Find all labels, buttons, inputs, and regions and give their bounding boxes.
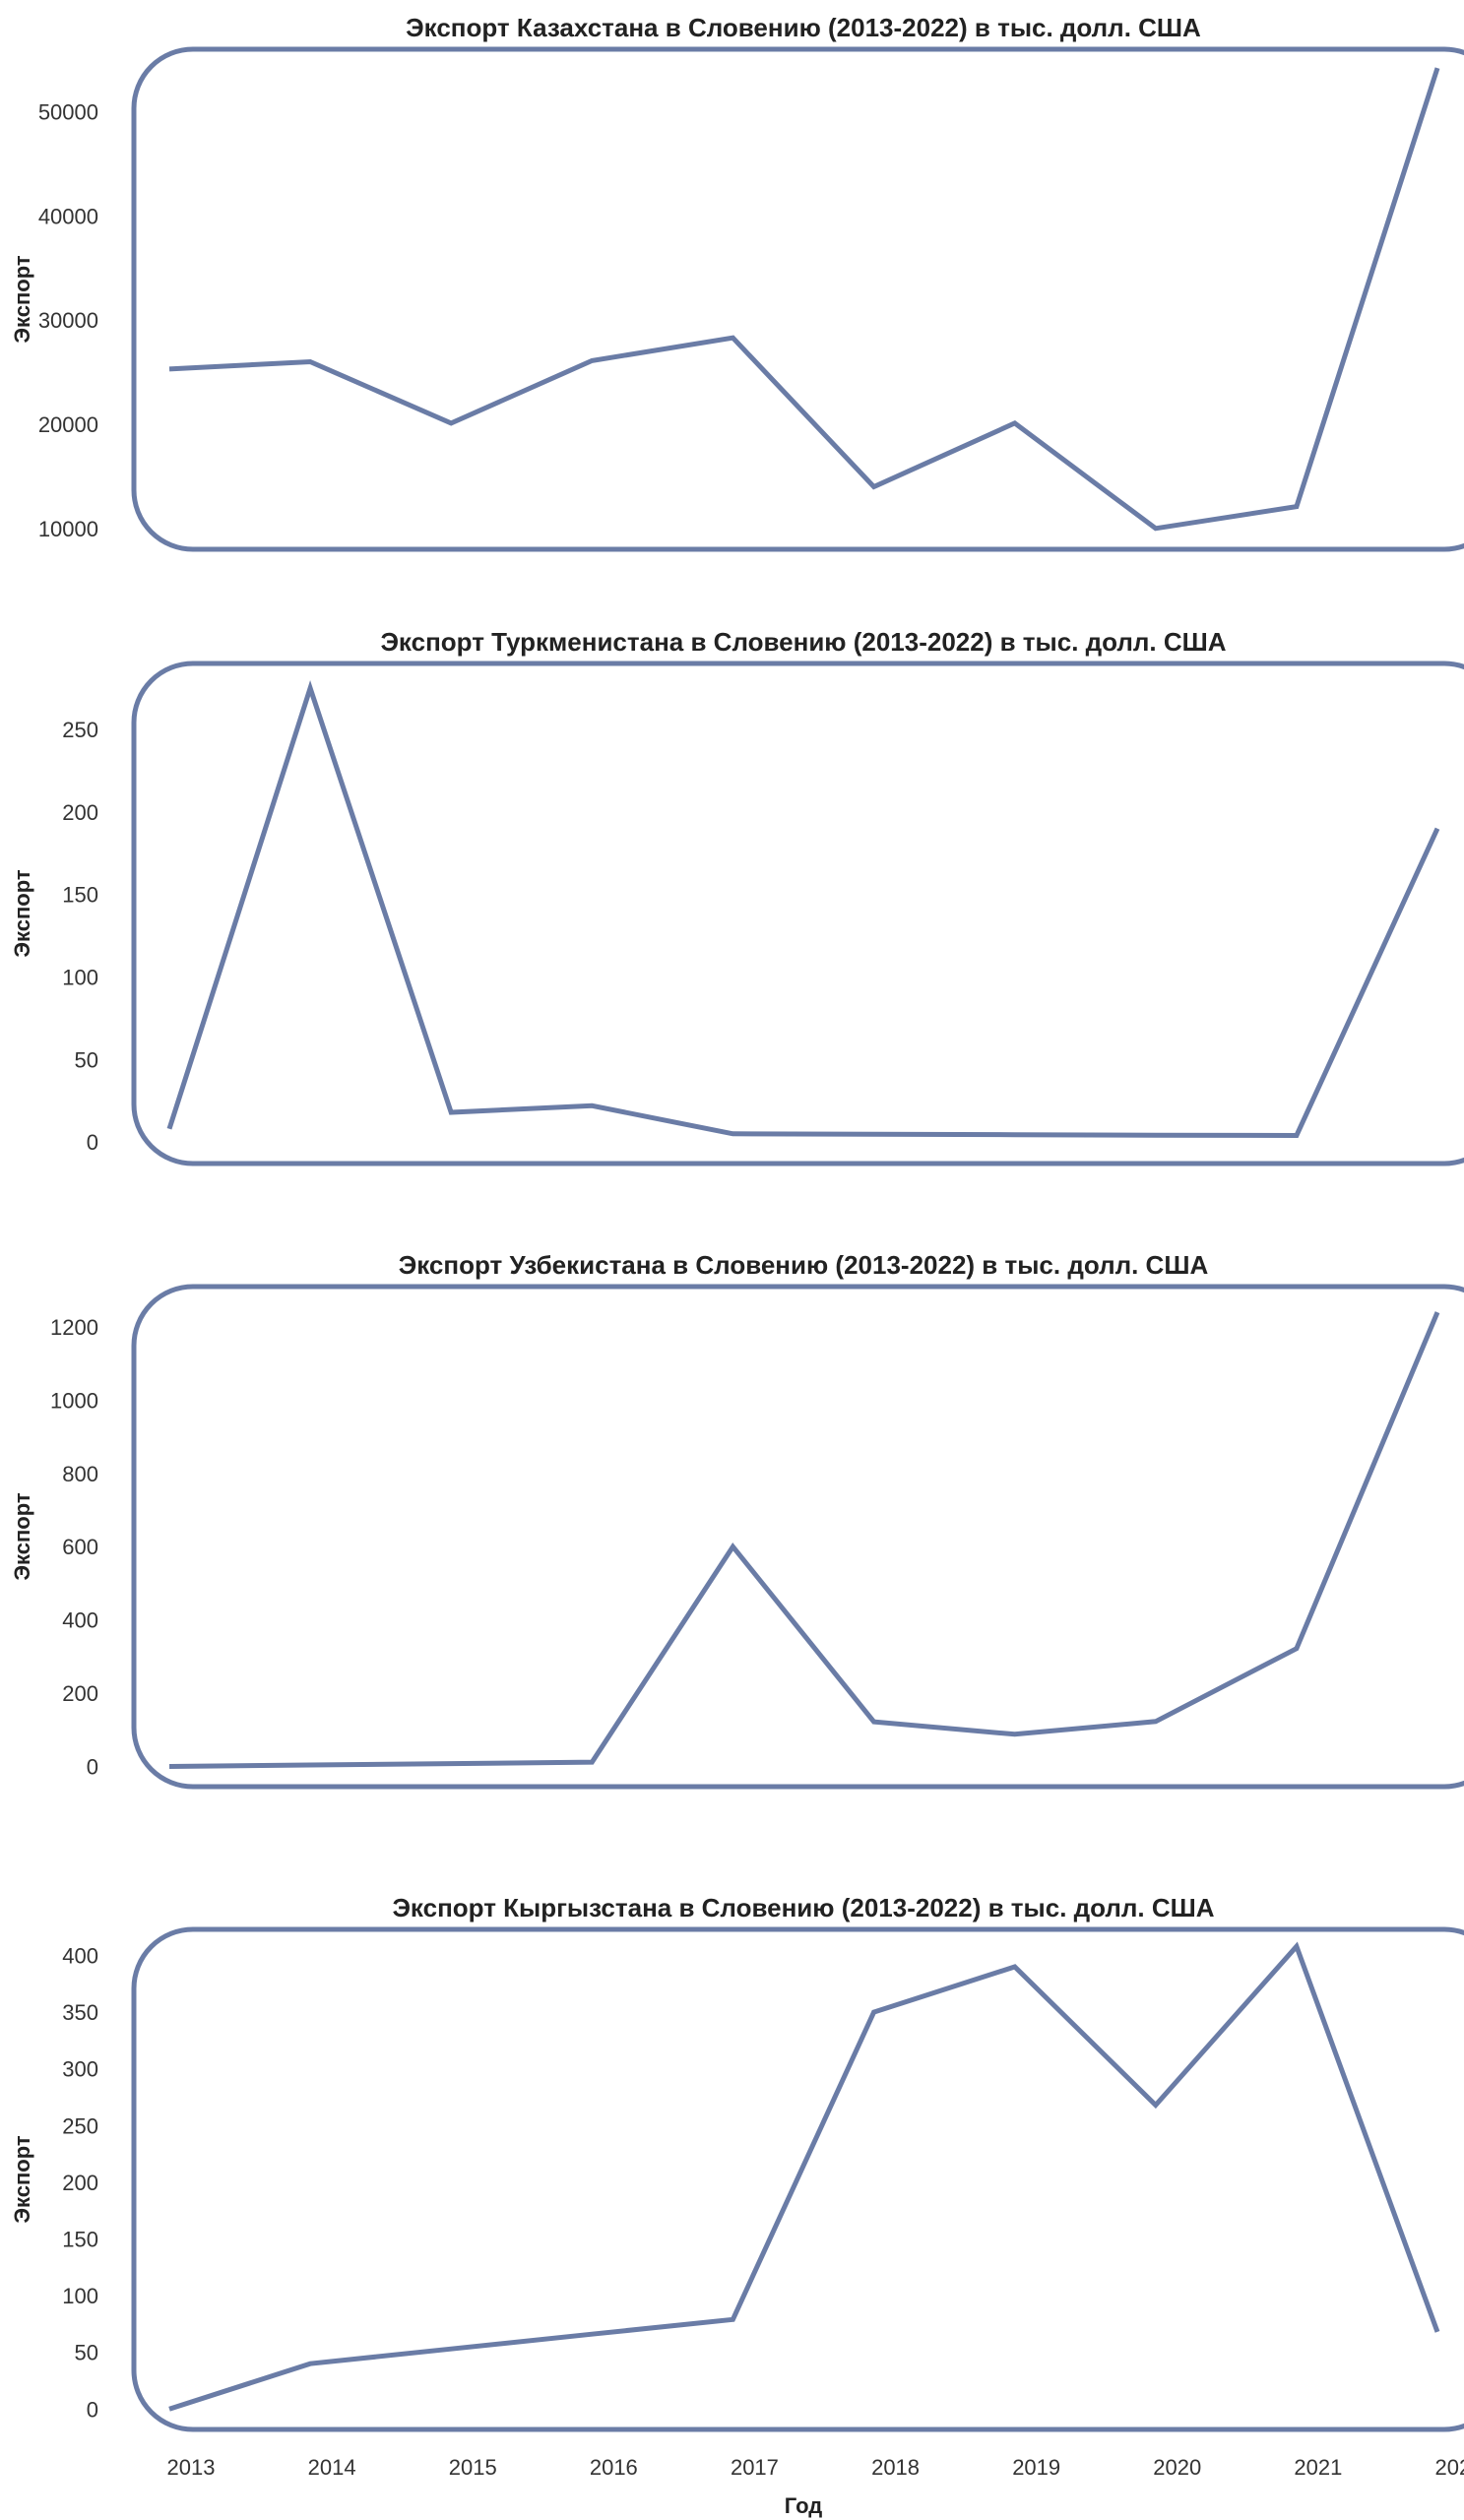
chart-2-title: Экспорт Туркменистана в Словению (2013-2…	[380, 627, 1226, 657]
chart-3-point-2021	[1294, 1646, 1300, 1652]
chart-3-ytick-5: 1000	[50, 1388, 98, 1413]
chart-2-point-2014	[307, 685, 313, 691]
chart-1-point-2019	[1012, 420, 1018, 426]
chart-1-point-2014	[307, 359, 313, 365]
chart-4-xtick-3: 2016	[590, 2455, 638, 2480]
chart-4-ytick-5: 250	[62, 2113, 98, 2138]
chart-4-point-2017	[730, 2316, 735, 2322]
chart-4-xtick-9: 2022	[1435, 2455, 1464, 2480]
chart-1-point-2022	[1434, 65, 1440, 71]
chart-2-ytick-4: 200	[62, 800, 98, 825]
chart-1-point-2018	[871, 484, 877, 490]
chart-4-point-2022	[1434, 2329, 1440, 2335]
chart-2-point-2013	[166, 1126, 172, 1132]
chart-4-ytick-4: 200	[62, 2171, 98, 2195]
chart-2-ylabel: Экспорт	[10, 869, 34, 957]
chart-4-point-2015	[448, 2346, 454, 2352]
chart-1-point-2016	[589, 357, 595, 363]
chart-4-ytick-7: 350	[62, 2000, 98, 2025]
chart-3-point-2018	[871, 1719, 877, 1725]
chart-2-ytick-5: 250	[62, 718, 98, 742]
chart-4-ytick-2: 100	[62, 2284, 98, 2308]
chart-3-point-2019	[1012, 1732, 1018, 1737]
chart-1-point-2021	[1294, 504, 1300, 510]
chart-4-title: Экспорт Кыргызстана в Словению (2013-202…	[392, 1893, 1214, 1922]
chart-4-point-2019	[1012, 1964, 1018, 1970]
chart-2-ytick-3: 150	[62, 883, 98, 908]
chart-2-ytick-2: 100	[62, 966, 98, 990]
chart-4-point-2018	[871, 2009, 877, 2015]
chart-3-ytick-6: 1200	[50, 1315, 98, 1340]
chart-2-point-2017	[730, 1131, 735, 1137]
chart-1-ytick-2: 30000	[38, 308, 98, 333]
chart-4-xtick-6: 2019	[1012, 2455, 1060, 2480]
chart-3-ylabel: Экспорт	[10, 1492, 34, 1580]
chart-4-ytick-6: 300	[62, 2057, 98, 2082]
chart-4-point-2014	[307, 2361, 313, 2366]
chart-2-ytick-0: 0	[87, 1130, 98, 1155]
chart-3-title: Экспорт Узбекистана в Словению (2013-202…	[399, 1250, 1209, 1280]
chart-4-ytick-8: 400	[62, 1943, 98, 1968]
chart-1-series-line	[168, 67, 1440, 532]
chart-3-point-2020	[1153, 1719, 1159, 1725]
chart-3-ytick-3: 600	[62, 1535, 98, 1559]
chart-1-point-2015	[448, 420, 454, 426]
chart-1-ytick-0: 10000	[38, 517, 98, 541]
chart-4-xlabel: Год	[785, 2493, 823, 2518]
chart-1-title: Экспорт Казахстана в Словению (2013-2022…	[406, 13, 1201, 42]
chart-4-ylabel: Экспорт	[10, 2135, 34, 2223]
chart-4-point-2020	[1153, 2103, 1159, 2109]
chart-2-ytick-1: 50	[75, 1047, 98, 1072]
chart-2-point-2022	[1434, 826, 1440, 832]
chart-3-series-line	[168, 1311, 1440, 1769]
chart-4-point-2021	[1294, 1943, 1300, 1949]
chart-2-point-2015	[448, 1109, 454, 1115]
chart-3-point-2022	[1434, 1309, 1440, 1315]
chart-2-point-2019	[1012, 1132, 1018, 1138]
chart-4-xtick-4: 2017	[731, 2455, 779, 2480]
chart-4-frame	[131, 1926, 1464, 2432]
chart-4-xtick-2: 2015	[449, 2455, 497, 2480]
chart-3-point-2013	[166, 1764, 172, 1770]
chart-3-ytick-0: 0	[87, 1755, 98, 1780]
chart-4-xtick-1: 2014	[308, 2455, 356, 2480]
chart-1-ytick-1: 20000	[38, 412, 98, 437]
chart-1-ylabel: Экспорт	[10, 255, 34, 343]
chart-3-point-2015	[448, 1761, 454, 1767]
chart-4-ytick-3: 150	[62, 2227, 98, 2251]
chart-1-point-2020	[1153, 526, 1159, 532]
chart-4-point-2013	[166, 2406, 172, 2412]
chart-4-xtick-8: 2021	[1294, 2455, 1342, 2480]
chart-4-point-2016	[589, 2331, 595, 2337]
chart-2-point-2021	[1294, 1132, 1300, 1138]
chart-3-point-2016	[589, 1759, 595, 1765]
chart-2-series-line	[166, 680, 1440, 1139]
chart-3-point-2017	[730, 1544, 735, 1549]
chart-1-frame	[131, 46, 1464, 552]
chart-2-frame	[131, 661, 1464, 1166]
chart-2-point-2020	[1153, 1132, 1159, 1138]
chart-4-xtick-0: 2013	[167, 2455, 216, 2480]
chart-4-xtick-7: 2020	[1153, 2455, 1201, 2480]
chart-4-series-line	[168, 1941, 1440, 2412]
chart-4-xtick-5: 2018	[871, 2455, 920, 2480]
chart-4-ytick-1: 50	[75, 2341, 98, 2365]
chart-1-point-2017	[730, 335, 735, 341]
chart-2-point-2018	[871, 1131, 877, 1137]
chart-3-ytick-2: 400	[62, 1608, 98, 1633]
chart-3-ytick-1: 200	[62, 1681, 98, 1706]
chart-1-ytick-4: 50000	[38, 100, 98, 125]
chart-3-point-2014	[307, 1762, 313, 1768]
chart-3-ytick-4: 800	[62, 1462, 98, 1486]
chart-2-point-2016	[589, 1102, 595, 1108]
chart-3-frame	[131, 1284, 1464, 1790]
chart-1-point-2013	[166, 366, 172, 372]
chart-4-ytick-0: 0	[87, 2397, 98, 2422]
chart-1-ytick-3: 40000	[38, 204, 98, 228]
